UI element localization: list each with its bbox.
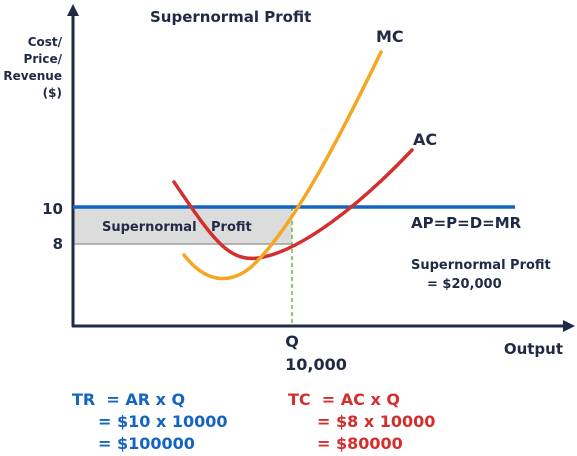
tc-formula-line-3: = $80000: [317, 434, 403, 453]
profit-note-line-2: = $20,000: [427, 277, 502, 292]
y-tick-8: 8: [53, 235, 63, 253]
shaded-area-label-2: Profit: [211, 220, 252, 235]
y-axis-label-line-2: Price/: [24, 52, 63, 66]
x-tick-q: Q: [285, 332, 299, 351]
profit-note-line-1: Supernormal Profit: [411, 258, 551, 273]
tr-formula-line-2: = $10 x 10000: [98, 412, 228, 431]
x-axis-label: Output: [504, 340, 563, 358]
tc-formula-line-1: TC = AC x Q: [288, 390, 400, 409]
shaded-area-label-1: Supernormal: [102, 220, 197, 235]
supernormal-profit-area: [73, 207, 292, 244]
ac-label: AC: [413, 130, 437, 149]
mc-curve: [182, 50, 383, 281]
y-axis-arrow-icon: [67, 4, 79, 16]
demand-label: AP=P=D=MR: [411, 214, 522, 232]
diagram-title: Supernormal Profit: [150, 8, 311, 26]
y-axis-label-line-1: Cost/: [28, 35, 63, 49]
y-axis-label-line-4: ($): [43, 86, 62, 100]
x-tick-value: 10,000: [285, 355, 347, 374]
y-axis-label-line-3: Revenue: [3, 69, 62, 83]
tc-formula-line-2: = $8 x 10000: [317, 412, 435, 431]
mc-label: MC: [376, 27, 404, 46]
tr-formula-line-3: = $100000: [98, 434, 195, 453]
x-axis-arrow-icon: [563, 320, 575, 332]
tr-formula-line-1: TR = AR x Q: [72, 390, 185, 409]
y-tick-10: 10: [42, 200, 63, 218]
